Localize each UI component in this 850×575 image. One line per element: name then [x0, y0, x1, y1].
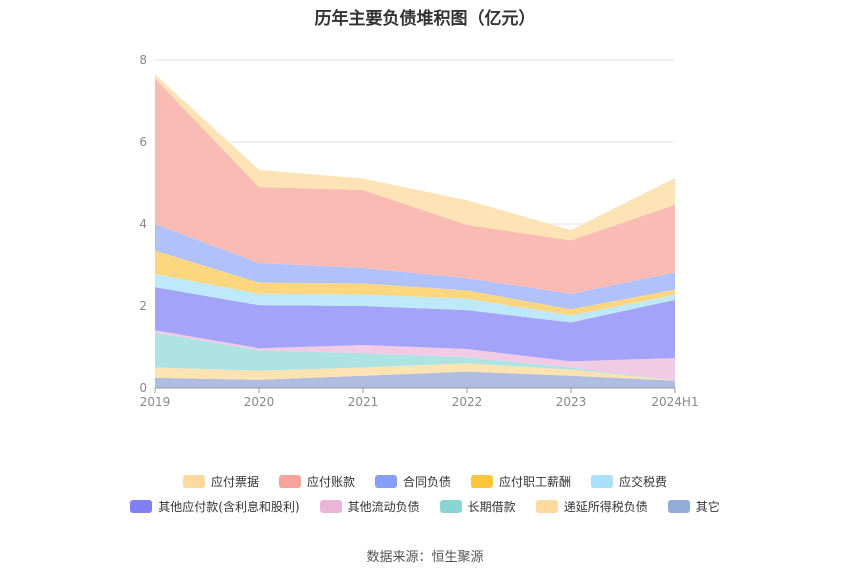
- legend-item[interactable]: 其他流动负债: [319, 498, 420, 515]
- legend-swatch: [374, 475, 397, 488]
- legend-item[interactable]: 应付票据: [182, 473, 259, 490]
- legend-swatch: [439, 500, 462, 513]
- chart-title: 历年主要负债堆积图（亿元）: [314, 9, 536, 29]
- y-tick-label: 2: [139, 299, 147, 313]
- legend-label: 其他流动负债: [347, 500, 420, 514]
- legend-label: 其他应付款(含利息和股利): [158, 500, 300, 514]
- y-tick-label: 0: [139, 381, 147, 395]
- legend-item[interactable]: 应付职工薪酬: [471, 473, 571, 490]
- legend-label: 合同负债: [402, 475, 451, 489]
- series-area: [155, 363, 675, 381]
- legend-label: 其它: [695, 500, 720, 514]
- series-area: [155, 74, 675, 241]
- series-area: [155, 287, 675, 362]
- series-area: [155, 371, 675, 388]
- legend-swatch: [182, 475, 205, 488]
- legend-item[interactable]: 长期借款: [439, 498, 516, 515]
- y-tick-label: 8: [139, 53, 147, 67]
- x-tick-label: 2020: [244, 395, 275, 409]
- legend-item[interactable]: 合同负债: [374, 473, 451, 490]
- x-tick-label: 2022: [452, 395, 483, 409]
- legend-swatch: [471, 475, 493, 488]
- legend-swatch: [278, 475, 301, 488]
- legend-label: 递延所得税负债: [563, 500, 648, 514]
- legend-row-1: 应付票据 应付账款 合同负债 应付职工薪酬 应交税费: [0, 473, 850, 490]
- legend-swatch: [130, 500, 153, 513]
- legend-item[interactable]: 其它: [667, 498, 720, 515]
- x-tick-label: 2024H1: [651, 395, 698, 409]
- x-tick-label: 2019: [140, 395, 171, 409]
- x-tick-label: 2023: [556, 395, 587, 409]
- legend-label: 应交税费: [619, 475, 668, 489]
- x-tick-label: 2021: [348, 395, 379, 409]
- series-area: [155, 224, 675, 310]
- series-area: [155, 250, 675, 316]
- data-source: 数据来源：恒生聚源: [366, 550, 484, 565]
- legend-item[interactable]: 应付账款: [278, 473, 355, 490]
- legend-swatch: [667, 500, 690, 513]
- y-tick-label: 4: [139, 217, 147, 231]
- legend-swatch: [319, 500, 342, 513]
- legend-label: 长期借款: [467, 500, 516, 514]
- legend-label: 应付职工薪酬: [499, 475, 572, 489]
- legend-item[interactable]: 应交税费: [591, 473, 667, 490]
- legend-label: 应付账款: [306, 475, 355, 489]
- legend-label: 应付票据: [210, 475, 259, 489]
- legend-item[interactable]: 其他应付款(含利息和股利): [130, 498, 300, 515]
- series-area: [155, 78, 675, 294]
- legend-swatch: [591, 475, 614, 488]
- y-tick-label: 6: [139, 135, 147, 149]
- series-area: [155, 332, 675, 381]
- legend-item[interactable]: 递延所得税负债: [535, 498, 648, 515]
- legend-row-2: 其他应付款(含利息和股利) 其他流动负债 长期借款 递延所得税负债 其它: [0, 498, 850, 515]
- series-area: [155, 274, 675, 323]
- legend-swatch: [535, 500, 558, 513]
